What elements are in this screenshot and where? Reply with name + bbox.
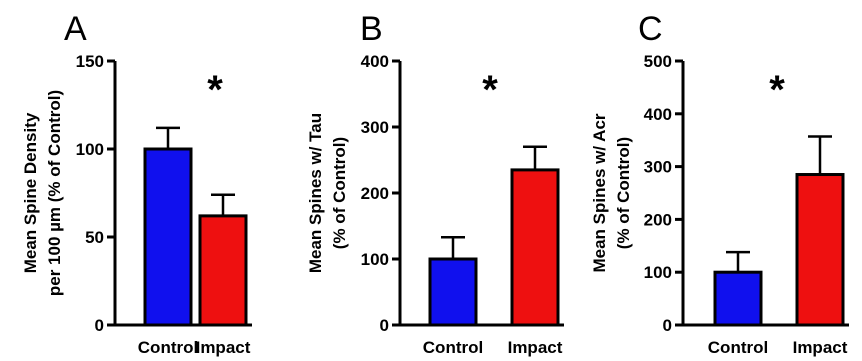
panel-a-significance-star: * bbox=[207, 68, 223, 112]
panel-b-y-tick-label: 400 bbox=[361, 52, 389, 71]
panel-a-letter: A bbox=[64, 10, 87, 48]
panel-a-category-label: Impact bbox=[196, 338, 251, 357]
panel-c-category-label: Control bbox=[708, 338, 768, 357]
panel-a-bar-impact bbox=[198, 214, 248, 327]
panel-c: C 0 100 200 300 400 500 Control Impact * Mean Spin… bbox=[590, 10, 849, 357]
panel-a-y-axis-title: per 100 µm (% of Control) bbox=[45, 90, 64, 296]
panel-b-bar-control bbox=[428, 257, 478, 327]
panel-c-y-axis-title: (% of Control) bbox=[614, 137, 633, 249]
panel-a-y-tick-label: 100 bbox=[76, 140, 104, 159]
panel-a-y-tick-label: 0 bbox=[95, 316, 104, 335]
panel-b-category-label: Control bbox=[423, 338, 483, 357]
panel-b-y-axis-title: Mean Spines w/ Tau bbox=[306, 113, 325, 273]
panel-c-y-tick-label: 0 bbox=[663, 316, 672, 335]
panel-b-significance-star: * bbox=[482, 68, 498, 112]
panel-b-category-label: Impact bbox=[508, 338, 563, 357]
panel-c-y-tick-label: 300 bbox=[644, 158, 672, 177]
panel-b-y-tick-label: 0 bbox=[380, 316, 389, 335]
panel-c-y-tick-label: 200 bbox=[644, 210, 672, 229]
panel-c-significance-star: * bbox=[769, 68, 785, 112]
panel-c-category-label: Impact bbox=[793, 338, 848, 357]
panel-a-category-label: Control bbox=[138, 338, 198, 357]
panel-b-letter: B bbox=[360, 10, 383, 48]
panel-c-y-tick-label: 100 bbox=[644, 263, 672, 282]
panel-a-y-tick-label: 150 bbox=[76, 52, 104, 71]
panel-c-bar-impact bbox=[795, 173, 845, 327]
panel-a-y-axis-title: Mean Spine Density bbox=[21, 112, 40, 273]
panel-b-y-tick-label: 100 bbox=[361, 250, 389, 269]
panel-c-letter: C bbox=[638, 10, 663, 48]
panel-a-bar-control bbox=[143, 147, 193, 327]
panel-b-bar-impact bbox=[510, 168, 560, 327]
panel-c-y-axis-title: Mean Spines w/ Acr bbox=[590, 113, 609, 272]
panel-c-y-tick-label: 500 bbox=[644, 52, 672, 71]
panel-c-y-tick-label: 400 bbox=[644, 105, 672, 124]
panel-b-y-tick-label: 200 bbox=[361, 184, 389, 203]
panel-b-y-tick-label: 300 bbox=[361, 118, 389, 137]
panel-b: B 0 100 200 300 400 Control Impact * Mean Spines … bbox=[306, 10, 564, 357]
panel-b-y-axis-title: (% of Control) bbox=[330, 137, 349, 249]
panel-c-bar-control bbox=[713, 270, 763, 327]
panel-a-y-tick-label: 50 bbox=[85, 228, 104, 247]
